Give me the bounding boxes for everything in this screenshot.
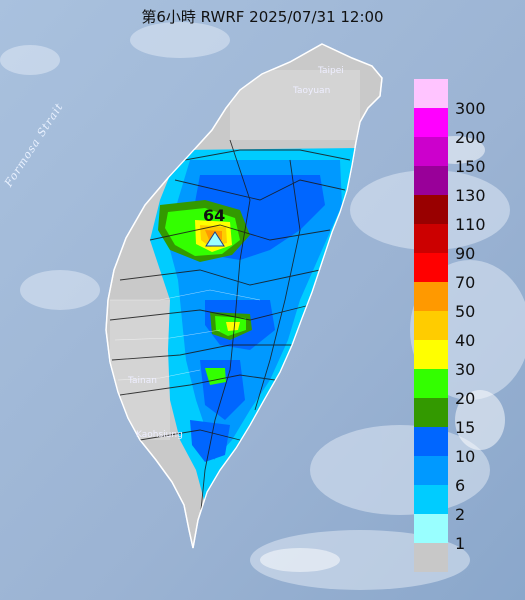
place-label-taipei: Taipei bbox=[318, 66, 344, 76]
legend-swatch bbox=[414, 485, 448, 514]
place-label-taoyuan: Taoyuan bbox=[293, 86, 331, 96]
legend-label: 300 bbox=[455, 99, 486, 118]
legend-label: 70 bbox=[455, 273, 476, 292]
legend-label: 50 bbox=[455, 302, 476, 321]
legend-label: 110 bbox=[455, 215, 486, 234]
legend-swatch bbox=[414, 427, 448, 456]
legend-swatch bbox=[414, 543, 448, 572]
map-title: 第6小時 RWRF 2025/07/31 12:00 bbox=[141, 8, 384, 26]
legend-swatch bbox=[414, 282, 448, 311]
legend-label: 6 bbox=[455, 476, 466, 495]
legend-label: 200 bbox=[455, 128, 486, 147]
legend-label: 90 bbox=[455, 244, 476, 263]
legend-label: 30 bbox=[455, 360, 476, 379]
legend-label: 20 bbox=[455, 389, 476, 408]
legend-label: 150 bbox=[455, 157, 486, 176]
legend-swatch bbox=[414, 195, 448, 224]
max-rainfall-triangle-icon bbox=[205, 231, 225, 247]
legend-label: 1 bbox=[455, 534, 466, 553]
legend-swatch bbox=[414, 514, 448, 543]
legend-swatch bbox=[414, 398, 448, 427]
legend-swatch bbox=[414, 456, 448, 485]
legend-swatch bbox=[414, 224, 448, 253]
place-label-kaohsiung: Kaohsiung bbox=[136, 430, 183, 440]
rainfall-legend bbox=[414, 79, 448, 572]
legend-label: 10 bbox=[455, 447, 476, 466]
rainfall-legend-labels: 300 200 150 130 110 90 70 50 40 30 20 15 10 6 2 1 bbox=[455, 94, 515, 558]
legend-swatch bbox=[414, 253, 448, 282]
legend-label: 15 bbox=[455, 418, 476, 437]
legend-swatch bbox=[414, 79, 448, 108]
legend-label: 130 bbox=[455, 186, 486, 205]
legend-label: 2 bbox=[455, 505, 466, 524]
legend-swatch bbox=[414, 137, 448, 166]
legend-swatch bbox=[414, 108, 448, 137]
max-rainfall-value: 64 bbox=[203, 206, 226, 225]
place-label-tainan: Tainan bbox=[128, 376, 157, 386]
legend-label: 40 bbox=[455, 331, 476, 350]
legend-swatch bbox=[414, 369, 448, 398]
legend-swatch bbox=[414, 166, 448, 195]
legend-swatch bbox=[414, 311, 448, 340]
legend-swatch bbox=[414, 340, 448, 369]
